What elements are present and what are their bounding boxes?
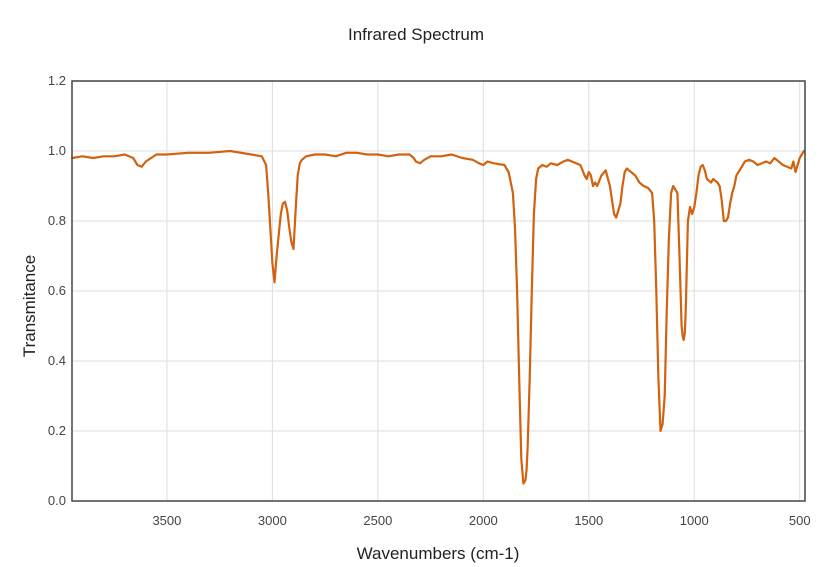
x-axis-title: Wavenumbers (cm-1) (357, 544, 520, 563)
tick-layer: 3500 3000 2500 2000 1500 1000 500 0.0 0.2 0.4 0.6 0… (48, 73, 811, 528)
plot-area-frame (71, 80, 806, 502)
y-tick-label: 1.0 (48, 143, 66, 158)
x-tick-label: 2500 (363, 513, 392, 528)
chart-title: Infrared Spectrum (348, 25, 484, 44)
x-tick-label: 3000 (258, 513, 287, 528)
y-tick-label: 0.6 (48, 283, 66, 298)
y-tick-label: 1.2 (48, 73, 66, 88)
x-tick-label: 1500 (574, 513, 603, 528)
x-tick-label: 500 (789, 513, 811, 528)
series-layer (70, 149, 806, 485)
grid-layer (72, 81, 805, 501)
y-tick-label: 0.0 (48, 493, 66, 508)
x-tick-label: 1000 (680, 513, 709, 528)
y-tick-label: 0.4 (48, 353, 66, 368)
x-tick-label: 3500 (152, 513, 181, 528)
y-axis-title: Transmitance (20, 255, 39, 357)
y-tick-label: 0.2 (48, 423, 66, 438)
spectrum-series-line (70, 149, 806, 485)
y-tick-label: 0.8 (48, 213, 66, 228)
x-tick-label: 2000 (469, 513, 498, 528)
